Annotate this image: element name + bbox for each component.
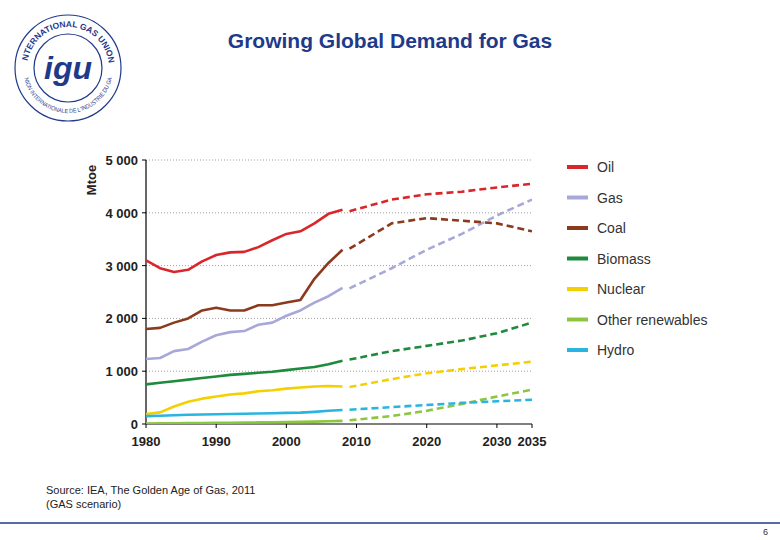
- legend-label: Hydro: [597, 342, 635, 358]
- legend-swatch: [567, 348, 588, 352]
- source-note: Source: IEA, The Golden Age of Gas, 2011: [46, 484, 255, 496]
- legend-swatch: [567, 196, 588, 200]
- axes: 0 1 000 2 000 3 000 4 000 5 000 1980 1990 2000 20…: [84, 153, 546, 449]
- grid-line: [146, 318, 532, 319]
- slide: INTERNATIONAL GAS UNIONUNION INTERNATION…: [0, 0, 780, 540]
- footer-rule: [0, 522, 780, 524]
- legend-swatch: [567, 287, 588, 291]
- x-tick-label: 2010: [342, 434, 371, 449]
- legend-swatch: [567, 257, 588, 261]
- legend-label: Nuclear: [597, 281, 646, 297]
- series-line: [146, 386, 343, 414]
- series-line: [350, 184, 532, 211]
- grid-line: [146, 265, 532, 266]
- grid-line: [146, 160, 532, 161]
- series-line: [146, 250, 343, 329]
- x-tick-label: 2035: [518, 434, 547, 449]
- series-lines: [146, 184, 532, 424]
- series-line: [146, 410, 343, 416]
- legend-swatch: [567, 318, 588, 322]
- logo-letters: igu: [44, 50, 92, 86]
- y-tick-label: 3 000: [105, 259, 138, 274]
- logo-inner-text: UNION INTERNATIONALE DE L'INDUSTRIE DU G…: [0, 0, 113, 114]
- series-line: [350, 323, 532, 360]
- x-tick-label: 1980: [132, 434, 161, 449]
- x-tick-label: 2030: [482, 434, 511, 449]
- series-line: [146, 210, 343, 272]
- y-tick-label: 0: [131, 417, 138, 432]
- series-line: [146, 421, 343, 424]
- grid-line: [146, 371, 532, 372]
- series-line: [146, 361, 343, 385]
- logo-ring: [15, 15, 121, 121]
- series-line: [350, 390, 532, 421]
- legend-label: Gas: [597, 190, 623, 206]
- logo: INTERNATIONAL GAS UNIONUNION INTERNATION…: [0, 0, 121, 121]
- page-number: 6: [763, 527, 768, 537]
- logo-inner-text-path: UNION INTERNATIONALE DE L'INDUSTRIE DU G…: [0, 0, 113, 114]
- x-tick-label: 2000: [272, 434, 301, 449]
- legend-label: Other renewables: [597, 312, 708, 328]
- legend: Oil Gas Coal Biomass Nuclear Other renewables…: [567, 159, 708, 358]
- legend-swatch: [567, 165, 588, 169]
- y-tick-label: 4 000: [105, 206, 138, 221]
- series-line: [350, 362, 532, 387]
- y-tick-label: 2 000: [105, 311, 138, 326]
- x-tick-label: 1990: [202, 434, 231, 449]
- title: Growing Global Demand for Gas: [228, 29, 552, 52]
- y-tick-label: 5 000: [105, 153, 138, 168]
- grid-line: [146, 212, 532, 213]
- legend-swatch: [567, 226, 588, 230]
- legend-label: Biomass: [597, 251, 651, 267]
- source-note: (GAS scenario): [46, 498, 121, 510]
- y-axis-label: Mtoe: [84, 165, 99, 195]
- series-line: [350, 218, 532, 249]
- logo-ring: [34, 34, 102, 102]
- y-tick-label: 1 000: [105, 364, 138, 379]
- series-line: [350, 400, 532, 410]
- series-line: [350, 200, 532, 289]
- x-tick-label: 2020: [412, 434, 441, 449]
- background: [0, 0, 780, 540]
- legend-label: Coal: [597, 220, 626, 236]
- legend-label: Oil: [597, 159, 614, 175]
